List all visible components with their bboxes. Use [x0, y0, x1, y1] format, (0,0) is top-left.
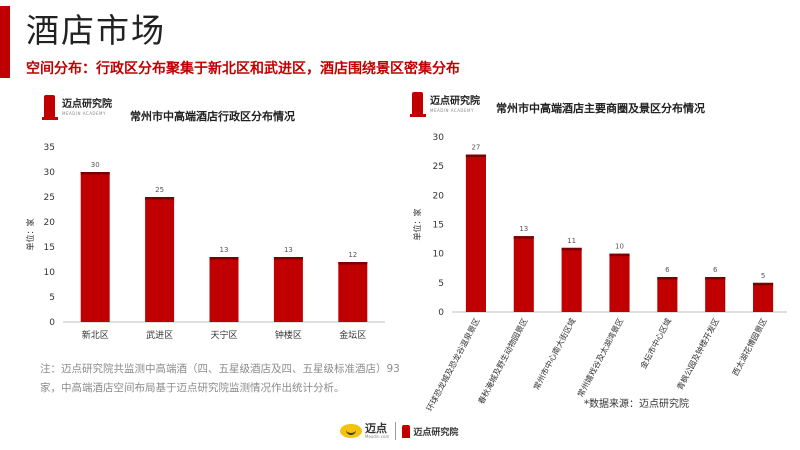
- x-tick-label: 新北区: [82, 329, 109, 341]
- bar-top-edge: [465, 154, 486, 157]
- meadin-logo-icon: [340, 424, 362, 438]
- x-tick-label: 常州市中心南大街区域: [531, 316, 577, 391]
- scenic-area-bar-chart: 0 5 10 15 20 25 30 单位：家 27 环球恐龙城及恐龙谷温泉景区 13 春秋淹城及野生…: [412, 133, 787, 413]
- logo-tagline: MEADIN ACADEMY: [62, 111, 106, 116]
- bar: [561, 247, 582, 312]
- right-chart-title: 常州市中高端酒店主要商圈及景区分布情况: [496, 102, 705, 115]
- bar: [209, 257, 239, 322]
- bar: [513, 236, 534, 312]
- y-tick-label: 35: [44, 143, 55, 153]
- right-chart-logo: 迈点研究院 MEADIN ACADEMY: [410, 92, 480, 118]
- bar: [273, 257, 303, 322]
- y-tick-label: 10: [433, 250, 445, 260]
- data-label: 13: [519, 225, 528, 233]
- logo-name: 迈点研究院: [62, 99, 112, 110]
- data-label: 27: [471, 144, 480, 152]
- data-label: 12: [348, 251, 357, 259]
- y-tick-label: 0: [49, 318, 55, 328]
- bar-top-edge: [753, 282, 774, 286]
- y-tick-label: 10: [44, 268, 56, 278]
- lighthouse-icon: [410, 92, 426, 118]
- footer-logos: 迈点 Meadin.com 迈点研究院: [340, 422, 458, 440]
- x-tick-label: 青枫公园及钟楼开发区: [675, 316, 721, 391]
- footer-divider: [395, 422, 397, 440]
- y-tick-label: 0: [438, 308, 444, 318]
- y-tick-label: 20: [44, 218, 56, 228]
- y-tick-label: 15: [433, 221, 444, 231]
- footer-domain: Meadin.com: [365, 434, 390, 439]
- x-tick-label: 武进区: [146, 329, 173, 341]
- left-chart-title: 常州市中高端酒店行政区分布情况: [130, 110, 295, 123]
- y-tick-label: 25: [44, 193, 55, 203]
- y-tick-label: 30: [433, 133, 445, 143]
- y-tick-label: 25: [433, 162, 444, 172]
- data-label: 6: [713, 266, 718, 274]
- bar: [657, 277, 678, 312]
- x-tick-label: 钟楼区: [275, 329, 302, 341]
- bar: [338, 262, 368, 322]
- bar-top-edge: [705, 277, 726, 280]
- title-accent-bar: [0, 6, 10, 78]
- bar-top-edge: [338, 262, 368, 265]
- data-label: 5: [761, 272, 765, 280]
- bar-top-edge: [209, 257, 239, 260]
- y-tick-label: 30: [44, 168, 56, 178]
- y-tick-label: 5: [49, 293, 55, 303]
- footer-brand: 迈点: [365, 422, 387, 435]
- y-tick-label: 20: [433, 191, 445, 201]
- bar: [609, 253, 630, 312]
- bar-top-edge: [80, 172, 110, 175]
- data-source: *数据来源：迈点研究院: [584, 399, 689, 410]
- slide-title: 酒店市场: [26, 11, 166, 50]
- y-tick-label: 5: [438, 279, 444, 289]
- bar: [80, 172, 110, 322]
- bar-top-edge: [145, 197, 175, 200]
- bar: [705, 277, 726, 312]
- x-tick-label: 环球恐龙城及恐龙谷温泉景区: [424, 316, 482, 413]
- x-tick-label: 西太湖花博园景区: [730, 316, 769, 377]
- logo-tagline: MEADIN ACADEMY: [430, 108, 474, 113]
- bar-top-edge: [657, 277, 678, 280]
- x-tick-label: 春秋淹城及野生动物园景区: [476, 316, 530, 405]
- x-tick-label: 金坛市中心区域: [638, 316, 673, 370]
- bar-top-edge: [513, 236, 534, 239]
- data-label: 13: [284, 246, 293, 254]
- left-chart-logo: 迈点研究院 MEADIN ACADEMY: [42, 95, 112, 121]
- data-label: 11: [567, 237, 576, 245]
- data-label: 6: [665, 266, 670, 274]
- data-label: 30: [91, 161, 100, 169]
- y-axis-label: 单位：家: [25, 219, 35, 251]
- bar: [465, 154, 486, 312]
- y-axis-label: 单位：家: [412, 209, 422, 241]
- district-bar-chart: 0 5 10 15 20 25 30 35 单位：家 30 新北区 25 武进区 13 天宁区 13 钟楼区 12…: [25, 143, 385, 341]
- slide-subtitle: 空间分布：行政区分布聚集于新北区和武进区，酒店围绕景区密集分布: [26, 61, 460, 77]
- x-tick-label: 金坛区: [339, 329, 366, 341]
- x-tick-label: 天宁区: [210, 329, 237, 341]
- bar: [145, 197, 175, 322]
- lighthouse-icon: [402, 424, 411, 438]
- x-tick-label: 常州嬉戏谷及太湖湾景区: [575, 316, 625, 398]
- data-label: 25: [155, 186, 164, 194]
- bar-top-edge: [273, 257, 303, 260]
- bar: [753, 282, 774, 312]
- bar-top-edge: [561, 247, 582, 251]
- data-label: 10: [615, 243, 624, 251]
- data-label: 13: [220, 246, 229, 254]
- footer-institute: 迈点研究院: [413, 427, 459, 438]
- logo-name: 迈点研究院: [430, 96, 480, 107]
- bar-top-edge: [609, 253, 630, 257]
- lighthouse-icon: [42, 95, 58, 121]
- footnote: 注：迈点研究院共监测中高端酒（四、五星级酒店及四、五星级标准酒店）93家，中高端…: [40, 363, 400, 394]
- y-tick-label: 15: [44, 243, 55, 253]
